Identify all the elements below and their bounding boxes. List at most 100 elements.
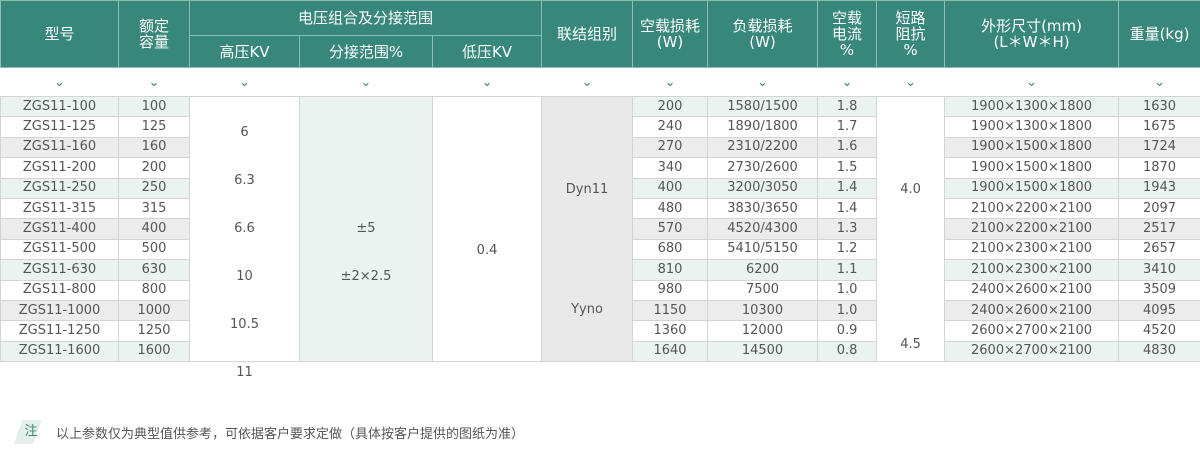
cell-hv-value: 6.6 xyxy=(234,221,255,236)
cell-weight: 3509 xyxy=(1118,279,1200,301)
cell-impedance: 4.0 4.5 xyxy=(876,95,946,363)
cell-model: ZGS11-160 xyxy=(0,136,119,159)
cell-no-load-loss: 340 xyxy=(632,157,709,179)
header-weight: 重量(kg) xyxy=(1118,0,1200,68)
header-load-loss: 负载损耗 (W) xyxy=(707,0,819,68)
cell-hv-value: 11 xyxy=(236,365,253,380)
cell-no-load-loss: 1150 xyxy=(632,299,709,322)
cell-dimensions: 1900×1300×1800 xyxy=(944,116,1120,138)
table-row: ZGS11-200 200 340 2730/2600 1.5 1900×1500×180… xyxy=(0,157,1200,179)
cell-model: ZGS11-315 xyxy=(0,197,119,220)
cell-no-load-current: 1.8 xyxy=(817,95,878,118)
header-connection: 联结组别 xyxy=(541,0,634,68)
chevron-down-icon[interactable]: ⌄ xyxy=(1026,74,1037,90)
chevron-down-icon[interactable]: ⌄ xyxy=(757,74,768,90)
table-row: ZGS11-1000 1000 1150 10300 1.0 2400×2600×2100… xyxy=(0,299,1200,322)
cell-model: ZGS11-1250 xyxy=(0,320,119,342)
cell-connection-value: Yyno xyxy=(571,302,603,317)
cell-load-loss: 1580/1500 xyxy=(707,95,819,118)
cell-weight: 1630 xyxy=(1118,95,1200,118)
cell-dimensions: 1900×1500×1800 xyxy=(944,177,1120,199)
chevron-down-icon[interactable]: ⌄ xyxy=(481,74,493,90)
chevron-down-icon[interactable]: ⌄ xyxy=(581,74,593,90)
cell-dimensions: 2400×2600×2100 xyxy=(944,299,1120,322)
cell-load-loss: 10300 xyxy=(707,299,819,322)
cell-capacity: 1600 xyxy=(118,340,190,363)
cell-model: ZGS11-500 xyxy=(0,238,119,261)
cell-no-load-loss: 1640 xyxy=(632,340,709,363)
note-tag: 注 xyxy=(14,420,48,444)
chevron-down-icon[interactable]: ⌄ xyxy=(841,74,853,90)
cell-load-loss: 14500 xyxy=(707,340,819,363)
header-dimensions: 外形尺寸(mm) (L＊W＊H) xyxy=(944,0,1120,68)
cell-no-load-current: 1.4 xyxy=(817,177,878,199)
cell-weight: 2517 xyxy=(1118,218,1200,240)
cell-weight: 4095 xyxy=(1118,299,1200,322)
cell-weight: 1675 xyxy=(1118,116,1200,138)
cell-load-loss: 6200 xyxy=(707,259,819,281)
cell-no-load-current: 1.2 xyxy=(817,238,878,261)
cell-no-load-current: 1.1 xyxy=(817,259,878,281)
cell-weight: 2657 xyxy=(1118,238,1200,261)
cell-no-load-current: 1.5 xyxy=(817,157,878,179)
table-row: ZGS11-250 250 400 3200/3050 1.4 1900×1500×180… xyxy=(0,177,1200,199)
cell-capacity: 400 xyxy=(118,218,190,240)
cell-tap-value: ±2×2.5 xyxy=(340,269,392,284)
cell-capacity: 100 xyxy=(118,95,190,118)
cell-model: ZGS11-800 xyxy=(0,279,119,301)
cell-no-load-loss: 200 xyxy=(632,95,709,118)
chevron-down-icon[interactable]: ⌄ xyxy=(664,74,676,90)
cell-hv: 6 6.3 6.6 10 10.5 11 xyxy=(189,95,300,380)
chevron-down-icon[interactable]: ⌄ xyxy=(54,74,65,90)
cell-lv: 0.4 xyxy=(431,95,543,363)
header-no-load-current: 空载 电流 % xyxy=(817,0,878,68)
cell-connection-value: Dyn11 xyxy=(565,182,609,197)
cell-load-loss: 5410/5150 xyxy=(707,238,819,261)
cell-connection: Dyn11 Yyno xyxy=(541,95,634,363)
cell-no-load-current: 0.9 xyxy=(817,320,878,342)
cell-dimensions: 2600×2700×2100 xyxy=(944,320,1120,342)
cell-load-loss: 1890/1800 xyxy=(707,116,819,138)
cell-dimensions: 1900×1500×1800 xyxy=(944,157,1120,179)
table-row: ZGS11-160 160 270 2310/2200 1.6 1900×1500×180… xyxy=(0,136,1200,159)
cell-no-load-loss: 400 xyxy=(632,177,709,199)
cell-dimensions: 2600×2700×2100 xyxy=(944,340,1120,363)
chevron-down-icon[interactable]: ⌄ xyxy=(239,74,250,90)
cell-load-loss: 12000 xyxy=(707,320,819,342)
table-row: ZGS11-400 400 570 4520/4300 1.3 2100×2200×210… xyxy=(0,218,1200,240)
cell-model: ZGS11-200 xyxy=(0,157,119,179)
cell-no-load-loss: 570 xyxy=(632,218,709,240)
spec-table: 型号 额定 容量 电压组合及分接范围 联结组别 空载损耗 (W) 负载损耗 (W… xyxy=(0,0,1200,380)
cell-capacity: 315 xyxy=(118,197,190,220)
cell-load-loss: 2310/2200 xyxy=(707,136,819,159)
cell-load-loss: 4520/4300 xyxy=(707,218,819,240)
cell-no-load-loss: 1360 xyxy=(632,320,709,342)
cell-no-load-current: 1.4 xyxy=(817,197,878,220)
cell-weight: 3410 xyxy=(1118,259,1200,281)
cell-weight: 4520 xyxy=(1118,320,1200,342)
chevron-down-icon[interactable]: ⌄ xyxy=(148,74,160,90)
cell-hv-value: 6 xyxy=(240,125,249,140)
cell-dimensions: 1900×1500×1800 xyxy=(944,136,1120,159)
cell-capacity: 630 xyxy=(118,259,190,281)
chevron-down-icon[interactable]: ⌄ xyxy=(360,74,372,90)
cell-model: ZGS11-630 xyxy=(0,259,119,281)
cell-capacity: 1250 xyxy=(118,320,190,342)
cell-impedance-value: 4.0 xyxy=(900,182,921,197)
cell-model: ZGS11-1000 xyxy=(0,299,119,322)
chevron-down-icon[interactable]: ⌄ xyxy=(905,74,916,90)
cell-no-load-current: 1.0 xyxy=(817,279,878,301)
header-impedance: 短路 阻抗 % xyxy=(876,0,946,68)
cell-load-loss: 7500 xyxy=(707,279,819,301)
cell-capacity: 1000 xyxy=(118,299,190,322)
cell-model: ZGS11-400 xyxy=(0,218,119,240)
cell-impedance-value: 4.5 xyxy=(900,337,921,352)
header-hv: 高压KV xyxy=(189,35,300,68)
cell-hv-value: 10.5 xyxy=(230,317,259,332)
cell-no-load-loss: 810 xyxy=(632,259,709,281)
cell-model: ZGS11-1600 xyxy=(0,340,119,363)
header-lv: 低压KV xyxy=(431,35,543,68)
header-capacity: 额定 容量 xyxy=(118,0,190,68)
chevron-down-icon[interactable]: ⌄ xyxy=(1154,74,1165,90)
cell-no-load-loss: 980 xyxy=(632,279,709,301)
